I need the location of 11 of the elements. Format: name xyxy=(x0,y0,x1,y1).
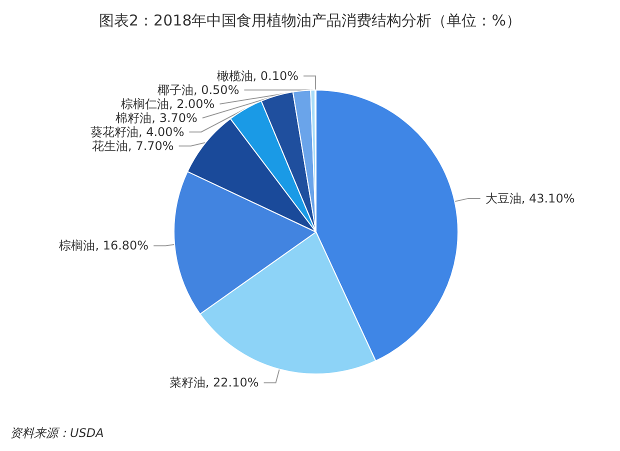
chart-title: 图表2：2018年中国食用植物油产品消费结构分析（单位：%） xyxy=(99,12,521,30)
slice-label: 棉籽油, 3.70% xyxy=(116,111,198,125)
slice-label: 大豆油, 43.10% xyxy=(485,191,575,206)
slice-label: 菜籽油, 22.10% xyxy=(169,376,259,390)
text: 资料来源：USDA xyxy=(10,426,104,440)
slice-label: 棕榈仁油, 2.00% xyxy=(120,97,215,111)
slice-label: 椰子油, 0.50% xyxy=(157,83,240,97)
slice-label: 棕榈油, 16.80% xyxy=(59,238,149,253)
slice-label: 花生油, 7.70% xyxy=(92,139,174,153)
slice-label: 葵花籽油, 4.00% xyxy=(90,125,184,139)
slice-label: 橄榄油, 0.10% xyxy=(216,69,299,83)
